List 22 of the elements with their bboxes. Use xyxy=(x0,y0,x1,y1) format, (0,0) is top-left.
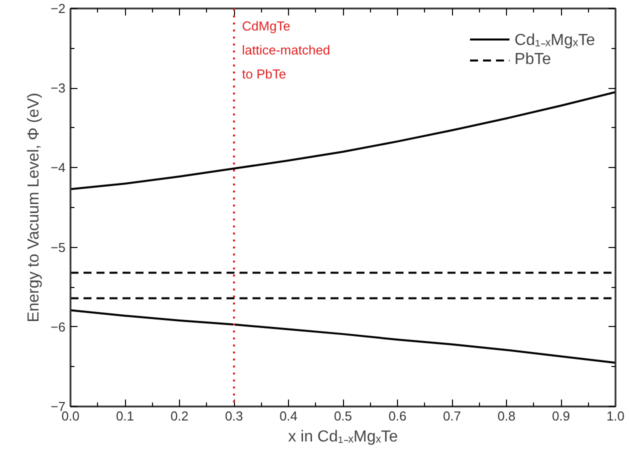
line-series xyxy=(70,91,616,190)
ref-line-label: CdMgTe lattice-matched to PbTe xyxy=(242,18,330,82)
x-tick-label: 0.3 xyxy=(224,408,244,424)
legend-label: Cd₁₋ₓMgₓTe xyxy=(514,31,595,50)
y-tick-label: −6 xyxy=(50,319,66,334)
x-tick-label: 0.4 xyxy=(279,408,298,424)
x-tick-label: 0.6 xyxy=(388,408,407,424)
x-axis-title: x in Cd₁₋ₓMgₓTe xyxy=(288,428,398,446)
y-tick-label: −4 xyxy=(50,160,66,176)
y-axis-title: Energy to Vacuum Level, Φ (eV) xyxy=(26,92,43,322)
x-tick-label: 0.7 xyxy=(442,408,462,424)
x-tick-label: 0.1 xyxy=(116,408,134,424)
y-tick-label: −3 xyxy=(50,80,66,96)
y-tick-label: −2 xyxy=(50,1,66,16)
x-tick-label: 0.2 xyxy=(170,408,189,424)
y-tick-label: −5 xyxy=(50,240,66,255)
x-tick-label: 1.0 xyxy=(606,408,625,424)
x-tick-label: 0.5 xyxy=(334,408,352,424)
legend-label: PbTe xyxy=(514,51,551,69)
x-tick-label: 0.9 xyxy=(552,408,570,424)
x-tick-label: 0.0 xyxy=(61,408,80,424)
x-tick-label: 0.8 xyxy=(497,408,516,424)
